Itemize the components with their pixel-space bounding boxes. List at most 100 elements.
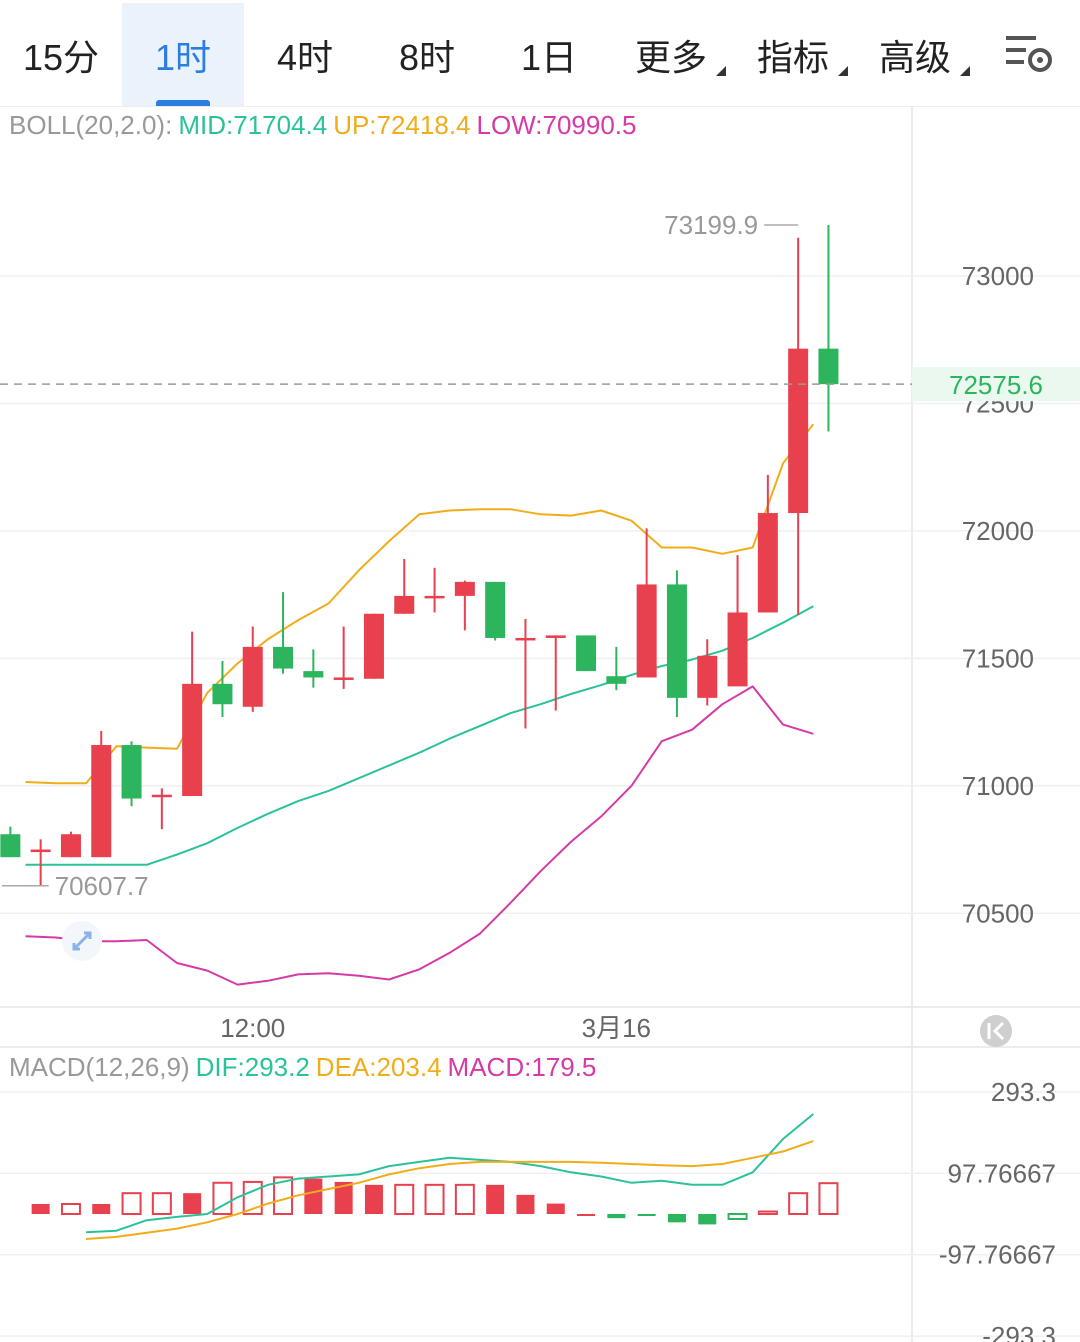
tab-label: 4时 bbox=[276, 36, 334, 78]
macd-histogram-bar bbox=[394, 1183, 415, 1215]
candle-body bbox=[818, 348, 839, 385]
tab-label: 高级 bbox=[878, 36, 951, 78]
macd-histogram-bar bbox=[698, 1214, 717, 1225]
dropdown-triangle-icon bbox=[838, 66, 848, 76]
expand-icon[interactable] bbox=[62, 921, 102, 961]
active-tab-indicator bbox=[156, 100, 210, 106]
tab-5[interactable]: 1日 bbox=[488, 3, 610, 106]
macd-dif-line bbox=[86, 1113, 814, 1234]
macd-histogram-bar bbox=[304, 1178, 323, 1214]
macd-histogram-bar bbox=[424, 1183, 445, 1215]
expand-icon-arrows bbox=[72, 931, 92, 951]
macd-legend-dea: DEA:203.4 bbox=[315, 1052, 442, 1082]
candle-body bbox=[151, 794, 172, 798]
macd-histogram-bar bbox=[151, 1192, 172, 1216]
boll-mid-line bbox=[25, 605, 814, 866]
candle-body bbox=[454, 581, 475, 596]
macd-dea-line bbox=[86, 1140, 814, 1240]
time-tick-label: 3月16 bbox=[582, 1013, 651, 1043]
macd-histogram-bar bbox=[546, 1203, 565, 1214]
price-tick-label: 71500 bbox=[962, 643, 1034, 673]
dropdown-triangle-icon bbox=[960, 66, 970, 76]
macd-histogram-bar bbox=[121, 1192, 142, 1216]
candle-body bbox=[636, 584, 657, 678]
candle-body bbox=[121, 745, 142, 799]
candle-body bbox=[333, 677, 354, 680]
macd-legend-label: MACD(12,26,9) bbox=[9, 1052, 190, 1082]
timeframe-tab-bar: 15分 1时 4时 8时 1日 更多 指标 高级 bbox=[0, 0, 1080, 107]
price-tick-label: 70500 bbox=[962, 898, 1034, 928]
macd-histogram-bar bbox=[364, 1184, 383, 1214]
price-tick-label: 71000 bbox=[962, 771, 1034, 801]
candle-body bbox=[212, 683, 233, 705]
candle-body bbox=[576, 635, 597, 672]
low-price-label: 70607.7 bbox=[55, 871, 149, 901]
candle-body bbox=[303, 671, 324, 678]
macd-histogram-bar bbox=[486, 1184, 505, 1214]
tab-label: 15分 bbox=[22, 36, 100, 78]
macd-legend-macd: MACD:179.5 bbox=[447, 1052, 597, 1082]
macd-histogram-bar bbox=[516, 1194, 535, 1214]
candle-body bbox=[757, 513, 778, 613]
current-price-label: 72575.6 bbox=[949, 370, 1043, 400]
tab-2[interactable]: 1时 bbox=[122, 3, 244, 106]
dropdown-triangle-icon bbox=[716, 66, 726, 76]
macd-tick-label: -97.76667 bbox=[939, 1240, 1056, 1270]
candle-body bbox=[0, 834, 21, 858]
candle-body bbox=[424, 595, 445, 599]
macd-histogram-bar bbox=[273, 1176, 294, 1216]
scroll-to-latest-arrow bbox=[987, 1021, 1005, 1041]
tab-3[interactable]: 4时 bbox=[244, 3, 366, 106]
tab-label: 1日 bbox=[520, 36, 578, 78]
macd-histogram-bar bbox=[607, 1214, 626, 1219]
macd-legend: MACD(12,26,9) DIF:293.2 DEA:203.4 MACD:179.… bbox=[9, 1052, 602, 1083]
candle-body bbox=[485, 581, 506, 638]
macd-histogram-bar bbox=[788, 1192, 809, 1216]
tab-1[interactable]: 15分 bbox=[0, 3, 122, 106]
macd-histogram-bar bbox=[334, 1181, 353, 1214]
candle-body bbox=[666, 584, 687, 698]
current-price-tag-bg bbox=[912, 367, 1080, 402]
candle-body bbox=[91, 745, 112, 858]
macd-histogram-bar bbox=[667, 1214, 686, 1223]
boll-up-line bbox=[25, 423, 815, 785]
macd-histogram-bar bbox=[727, 1213, 748, 1220]
boll-legend-low: LOW:70990.5 bbox=[476, 110, 637, 140]
tab-8[interactable]: 高级 bbox=[854, 3, 976, 106]
macd-legend-dif: DIF:293.2 bbox=[195, 1052, 310, 1082]
candle-body bbox=[727, 612, 748, 687]
price-tick-label: 72000 bbox=[962, 516, 1034, 546]
boll-legend: BOLL(20,2.0): MID:71704.4 UP:72418.4 LOW:70… bbox=[9, 110, 642, 141]
candle-body bbox=[182, 683, 203, 796]
time-tick-label: 12:00 bbox=[220, 1013, 285, 1043]
candle-body bbox=[545, 635, 566, 638]
boll-legend-label: BOLL(20,2.0): bbox=[9, 110, 173, 140]
macd-histogram-bar bbox=[577, 1214, 596, 1216]
chart-settings-icon[interactable] bbox=[1000, 30, 1060, 80]
macd-histogram-bar bbox=[60, 1203, 81, 1216]
candle-body bbox=[273, 646, 294, 669]
candle-body bbox=[515, 637, 536, 641]
macd-histogram-bar bbox=[31, 1204, 50, 1214]
scroll-to-latest-icon[interactable] bbox=[980, 1015, 1012, 1047]
tab-6[interactable]: 更多 bbox=[610, 3, 732, 106]
macd-histogram-bar bbox=[637, 1214, 656, 1216]
boll-legend-up: UP:72418.4 bbox=[333, 110, 471, 140]
tab-label: 1时 bbox=[154, 36, 212, 78]
tab-label: 更多 bbox=[634, 36, 707, 78]
macd-histogram-bar bbox=[212, 1181, 233, 1215]
candle-body bbox=[697, 655, 718, 698]
price-tick-label: 73000 bbox=[962, 261, 1034, 291]
tab-label: 8时 bbox=[398, 36, 456, 78]
macd-histogram-bar bbox=[757, 1210, 778, 1215]
tab-4[interactable]: 8时 bbox=[366, 3, 488, 106]
candle-body bbox=[394, 595, 415, 614]
tab-7[interactable]: 指标 bbox=[732, 3, 854, 106]
tab-label: 指标 bbox=[756, 36, 829, 78]
candle-body bbox=[788, 348, 809, 514]
boll-low-line bbox=[25, 685, 814, 986]
candle-body bbox=[30, 849, 51, 853]
boll-legend-mid: MID:71704.4 bbox=[178, 110, 328, 140]
candle-body bbox=[60, 834, 81, 858]
